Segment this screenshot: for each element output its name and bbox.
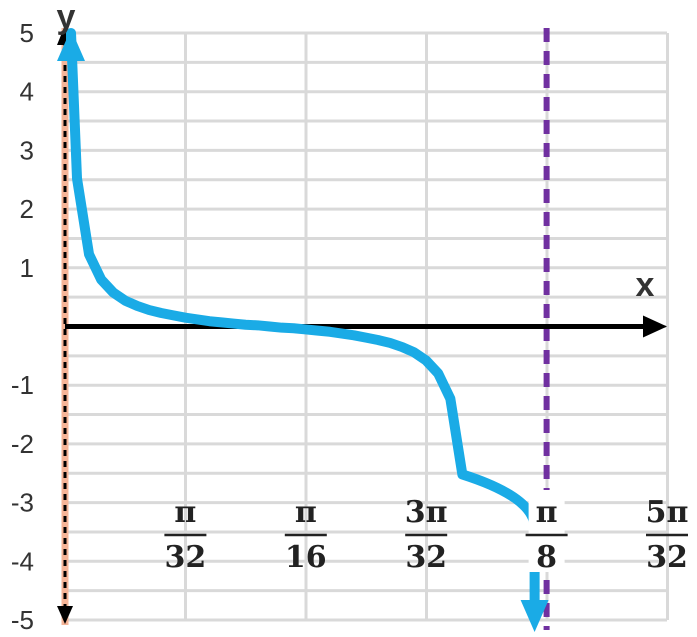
y-tick-label: 1 [20,253,34,283]
y-axis-label: y [57,0,76,36]
x-tick-denominator: 32 [405,540,447,575]
axes [57,25,667,624]
x-tick-denominator: 16 [285,540,327,575]
x-axis-arrow [643,315,667,338]
x-tick-denominator: 32 [646,540,688,575]
y-tick-labels: 5 4 3 2 1 -1 -2 -3 -4 -5 [11,18,34,635]
x-tick-numerator: π [536,495,558,530]
series [57,28,549,632]
y-tick-label: 2 [20,194,34,224]
y-tick-label: 4 [20,77,34,107]
x-tick-denominator: 8 [536,540,557,575]
y-tick-label: 5 [20,18,34,48]
y-tick-label: -4 [11,546,34,576]
x-tick-label-bg [528,490,565,572]
x-tick-numerator: 3π [405,495,448,530]
x-tick-numerator: π [295,495,317,530]
curve-arrow-down [520,600,549,632]
y-tick-label: -5 [11,605,34,635]
x-tick-label: π 16 [284,495,327,575]
x-tick-label: π8 [525,490,568,575]
function-curve [66,28,540,617]
x-tick-label: π 32 [164,495,207,575]
y-tick-label: -1 [11,370,34,400]
curve-arrow-up [57,29,86,61]
x-tick-numerator: 5π [646,495,689,530]
y-tick-label: 3 [20,135,34,165]
x-axis-label: x [636,266,655,304]
x-tick-denominator: 32 [165,540,207,575]
y-tick-label: -3 [11,488,34,518]
y-tick-label: -2 [11,429,34,459]
x-tick-numerator: π [174,495,196,530]
y-axis-arrow-down [57,606,73,624]
